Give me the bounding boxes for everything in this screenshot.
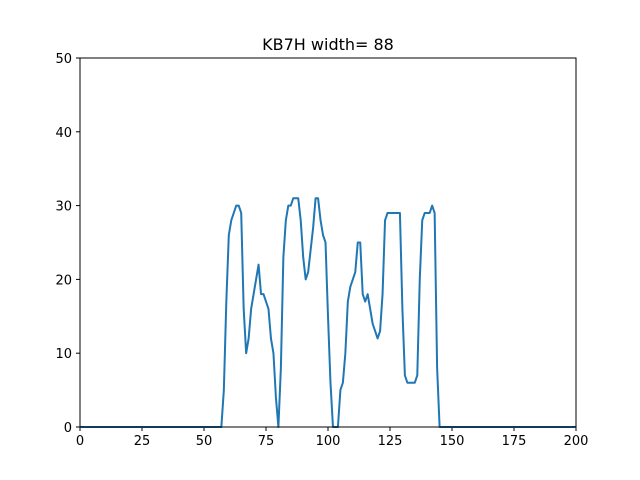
plot-frame bbox=[79, 57, 577, 428]
series-line bbox=[80, 197, 576, 428]
y-tick-label: 30 bbox=[55, 200, 72, 215]
y-tick-label: 20 bbox=[55, 273, 72, 288]
x-tick-label: 25 bbox=[134, 434, 151, 449]
y-axis: 0 10 20 30 40 50 bbox=[55, 52, 80, 436]
x-tick-label: 150 bbox=[440, 434, 465, 449]
x-tick-label: 0 bbox=[76, 434, 84, 449]
y-tick-label: 10 bbox=[55, 347, 72, 362]
x-tick-label: 75 bbox=[258, 434, 275, 449]
y-tick-label: 0 bbox=[64, 421, 72, 436]
x-tick-label: 100 bbox=[316, 434, 341, 449]
x-tick-label: 125 bbox=[378, 434, 403, 449]
x-axis: 0 25 50 75 100 125 150 175 200 bbox=[76, 427, 589, 449]
x-tick-label: 175 bbox=[502, 434, 527, 449]
chart-title: KB7H width= 88 bbox=[262, 35, 394, 54]
y-tick-label: 40 bbox=[55, 126, 72, 141]
x-tick-label: 50 bbox=[196, 434, 213, 449]
y-tick-label: 50 bbox=[55, 52, 72, 67]
x-tick-label: 200 bbox=[564, 434, 589, 449]
